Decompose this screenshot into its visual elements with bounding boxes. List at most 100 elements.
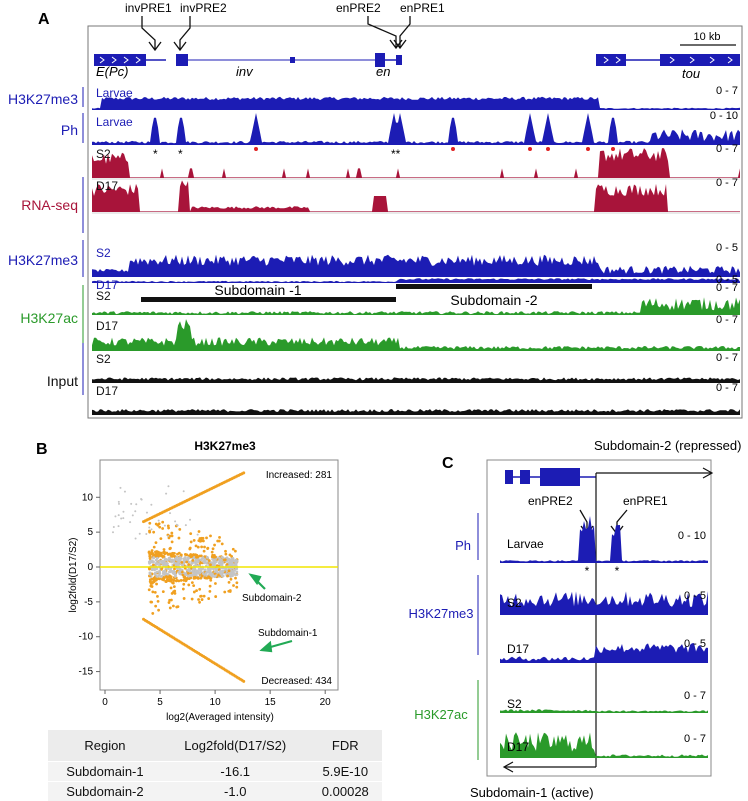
signal-track: [500, 643, 708, 663]
scatter-point: [182, 588, 185, 591]
scatter-point: [129, 521, 131, 523]
scatter-point: [209, 534, 212, 537]
scatter-point: [132, 514, 134, 516]
scatter-point: [135, 503, 137, 505]
results-table: Region Log2fold(D17/S2) FDR Subdomain-1 …: [48, 730, 382, 801]
gene-models: [94, 53, 740, 67]
scatter-point: [169, 547, 172, 550]
scatter-point: [190, 541, 193, 544]
top-label: Subdomain-2 (repressed): [594, 438, 741, 453]
scatter-point: [148, 522, 151, 525]
star-invpre2: *: [178, 147, 183, 161]
panel-b-title: H3K27me3: [194, 439, 256, 453]
track-range-label: 0 - 7: [684, 690, 706, 702]
scatter-point: [156, 595, 159, 598]
scatter-point: [158, 569, 161, 572]
scatter-point: [166, 576, 169, 579]
scatter-point: [182, 583, 185, 586]
scatter-point: [169, 607, 172, 610]
decreased-count: Decreased: 434: [261, 676, 332, 687]
scatter-point: [118, 514, 120, 516]
panel-a-label: A: [38, 11, 50, 28]
scatter-point: [163, 562, 166, 565]
scatter-point: [222, 570, 225, 573]
c-star-2: *: [615, 564, 620, 578]
subdomain1-label: Subdomain -1: [214, 282, 301, 298]
scatter-point: [148, 530, 151, 533]
scatter-point: [185, 553, 188, 556]
scatter-point: [153, 572, 156, 575]
scatter-point: [159, 537, 162, 540]
track-sample-label: Larvae: [96, 115, 133, 129]
scatter-point: [151, 561, 154, 564]
scatter-point: [112, 531, 114, 533]
scatter-point: [210, 573, 213, 576]
scatter-point: [155, 583, 158, 586]
enpre1-label: enPRE1: [400, 1, 445, 15]
y-tick-label: 5: [87, 527, 93, 538]
scatter-point: [183, 490, 185, 492]
scatter-point: [154, 605, 157, 608]
scatter-point: [231, 557, 234, 560]
track-sample-label: Larvae: [96, 86, 133, 100]
y-tick-label: 10: [82, 492, 94, 503]
scatter-point: [213, 544, 216, 547]
scatter-point: [151, 585, 154, 588]
scatter-point: [114, 515, 116, 517]
scatter-point: [206, 556, 209, 559]
track-sample-label: S2: [96, 246, 111, 260]
scatter-point: [194, 569, 197, 572]
track-range-label: 0 - 7: [716, 85, 738, 97]
scatter-point: [187, 556, 190, 559]
col-region: Region: [48, 730, 162, 762]
signal-track: [500, 732, 708, 758]
scatter-point: [177, 605, 180, 608]
scatter-point: [156, 571, 159, 574]
group-input: Input: [47, 373, 78, 389]
signal-track: [92, 97, 740, 110]
scatter-point: [208, 559, 211, 562]
scatter-point: [181, 564, 184, 567]
scatter-point: [190, 562, 193, 565]
scatter-point: [160, 575, 163, 578]
track-sample-label: S2: [96, 352, 111, 366]
scatter-point: [214, 574, 217, 577]
scatter-point: [178, 572, 181, 575]
x-tick-label: 15: [265, 697, 277, 708]
scatter-point: [113, 526, 115, 528]
scatter-point: [153, 546, 156, 549]
scatter-point: [158, 520, 160, 522]
scatter-point: [158, 560, 161, 563]
scatter-point: [188, 577, 191, 580]
invpre2-arrow: [174, 16, 190, 50]
scatter-point: [234, 550, 237, 553]
table-row: Subdomain-2 -1.0 0.00028: [48, 782, 382, 801]
scatter-point: [220, 559, 223, 562]
c-group-h3k27me3: H3K27me3: [408, 606, 473, 621]
scatter-point: [216, 540, 219, 543]
scatter-point: [189, 519, 191, 521]
panel-c-frame: [487, 460, 711, 776]
scatter-point: [167, 535, 169, 537]
scatter-point: [187, 563, 190, 566]
scatter-point: [163, 548, 166, 551]
scatter-point: [150, 504, 152, 506]
track-range-label: 0 - 10: [678, 530, 706, 542]
scatter-point: [158, 526, 161, 529]
scatter-point: [197, 539, 200, 542]
gene-epc: E(Pc): [96, 64, 129, 79]
scatter-point: [208, 569, 211, 572]
c-group-ph: Ph: [455, 538, 471, 553]
scatter-point: [173, 585, 176, 588]
scatter-point: [191, 559, 194, 562]
scatter-point: [170, 552, 173, 555]
track-sample-label: S2: [507, 697, 522, 711]
scatter-point: [202, 540, 205, 543]
scatter-point: [228, 559, 231, 562]
scatter-point: [151, 612, 154, 615]
scatter-point: [122, 517, 124, 519]
scatter-point: [195, 545, 198, 548]
scatter-point: [228, 569, 231, 572]
